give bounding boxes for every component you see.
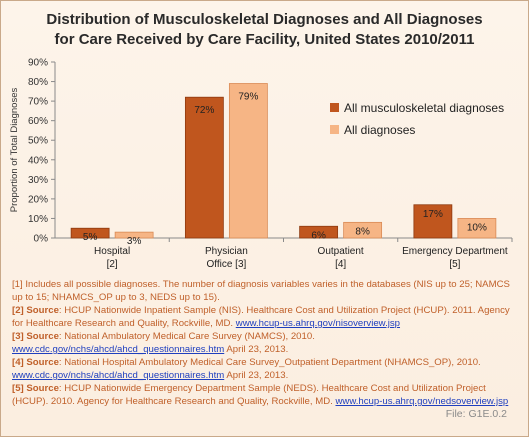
y-tick-label: 40% (28, 155, 48, 166)
x-tick-label: Hospital (94, 246, 130, 257)
bar-chart: Proportion of Total Diagnoses 0% 10% 20% 30%… (9, 58, 513, 270)
bar (70, 227, 110, 239)
x-tick-label: Emergency Department (402, 246, 508, 257)
data-label: 8% (355, 226, 370, 237)
x-tick-label: [2] (107, 259, 118, 270)
y-tick-label: 20% (28, 194, 48, 205)
chart-title-line1: Distribution of Musculoskeletal Diagnose… (46, 11, 483, 28)
legend-swatch (330, 125, 339, 134)
data-label: 10% (467, 222, 487, 233)
x-tick-label: Outpatient (318, 246, 364, 257)
footnote-1: [1] Includes all possible diagnoses. The… (12, 279, 510, 303)
legend-swatch (330, 103, 339, 112)
bar (343, 221, 383, 239)
nhamcs-link[interactable]: www.cdc.gov/nchs/ahcd/ahcd_questionnaire… (12, 370, 225, 381)
footnote-4: [4] Source: National Hospital Ambulatory… (12, 357, 481, 381)
y-tick-label: 60% (28, 116, 48, 127)
namcs-link[interactable]: www.cdc.gov/nchs/ahcd/ahcd_questionnaire… (12, 344, 225, 355)
y-tick-label: 90% (28, 58, 48, 69)
x-tick-label: [4] (335, 259, 346, 270)
legend-label: All musculoskeletal diagnoses (344, 101, 504, 115)
bar (457, 218, 497, 239)
y-tick-label: 70% (28, 97, 48, 108)
bar (184, 96, 224, 239)
y-tick-label: 80% (28, 77, 48, 88)
y-tick-label: 10% (28, 214, 48, 225)
data-label: 6% (311, 230, 326, 241)
data-label: 72% (194, 105, 214, 116)
chart-title: Distribution of Musculoskeletal Diagnose… (0, 10, 529, 50)
legend-label: All diagnoses (344, 123, 415, 137)
bar (413, 204, 453, 239)
data-label: 79% (238, 92, 258, 103)
data-label: 5% (83, 232, 98, 243)
footnote-3: [3] Source: National Ambulatory Medical … (12, 331, 315, 355)
footnote-2: [2] Source: HCUP Nationwide Inpatient Sa… (12, 305, 510, 329)
data-label: 17% (423, 209, 443, 220)
bar (114, 231, 154, 239)
x-tick-label: [5] (449, 259, 460, 270)
y-tick-label: 0% (34, 234, 49, 245)
y-tick-label: 50% (28, 136, 48, 147)
x-tick-label: Office [3] (206, 259, 246, 270)
chart-title-line2: for Care Received by Care Facility, Unit… (54, 31, 475, 48)
nis-link[interactable]: www.hcup-us.ahrq.gov/nisoverview.jsp (235, 318, 401, 329)
neds-link[interactable]: www.hcup-us.ahrq.gov/nedsoverview.jsp (335, 396, 509, 407)
bar (228, 83, 268, 239)
y-tick-label: 30% (28, 175, 48, 186)
data-label: 3% (127, 236, 142, 247)
footnotes: [1] Includes all possible diagnoses. The… (12, 278, 517, 408)
y-axis-label: Proportion of Total Diagnoses (9, 88, 20, 213)
footnote-5: [5] Source: HCUP Nationwide Emergency De… (12, 383, 509, 407)
bar (299, 225, 339, 239)
file-id: File: G1E.0.2 (445, 408, 507, 420)
x-tick-label: Physician (205, 246, 248, 257)
